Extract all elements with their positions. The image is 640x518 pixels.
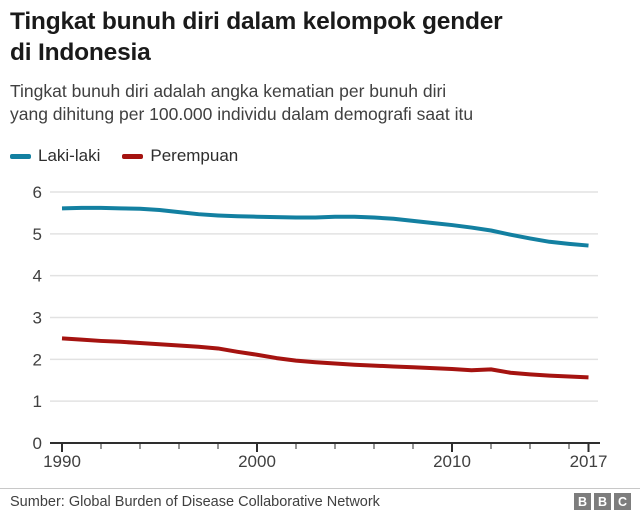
legend-label-male: Laki-laki — [38, 146, 101, 165]
series-line-perempuan — [61, 336, 589, 380]
chart-subtitle: Tingkat bunuh diri adalah angka kematian… — [10, 81, 474, 125]
footer-divider — [0, 488, 640, 489]
source-text: Sumber: Global Burden of Disease Collabo… — [10, 494, 380, 510]
y-axis-label: 1 — [33, 392, 42, 411]
x-axis-label: 2010 — [433, 452, 471, 471]
series-line-laki-laki — [61, 205, 589, 248]
y-axis-label: 0 — [33, 434, 42, 453]
bbc-logo-letter: C — [614, 493, 631, 510]
legend-color-swatch-male-icon — [10, 153, 31, 159]
x-axis-label: 1990 — [43, 452, 81, 471]
legend-item-perempuan: Perempuan — [122, 146, 238, 166]
x-axis-label: 2000 — [238, 452, 276, 471]
legend-item-laki-laki: Laki-laki — [10, 146, 100, 166]
y-axis-label: 6 — [33, 183, 42, 202]
x-axis-label: 2017 — [570, 452, 608, 471]
legend: Laki-laki Perempuan — [10, 146, 238, 166]
legend-label-female: Perempuan — [150, 146, 239, 165]
line-chart: 0 1 2 3 4 5 6 1990 2000 2010 2017 — [33, 183, 608, 471]
legend-color-swatch-female-icon — [122, 153, 144, 159]
y-axis-label: 4 — [33, 267, 42, 286]
y-axis-label: 2 — [33, 350, 42, 369]
y-axis-label: 5 — [33, 225, 42, 244]
bbc-logo: B B C — [574, 493, 631, 510]
y-axis-label: 3 — [33, 309, 42, 328]
chart-title: Tingkat bunuh diri dalam kelompok gender… — [10, 8, 503, 67]
bbc-logo-letter: B — [594, 493, 611, 510]
bbc-logo-letter: B — [574, 493, 591, 510]
